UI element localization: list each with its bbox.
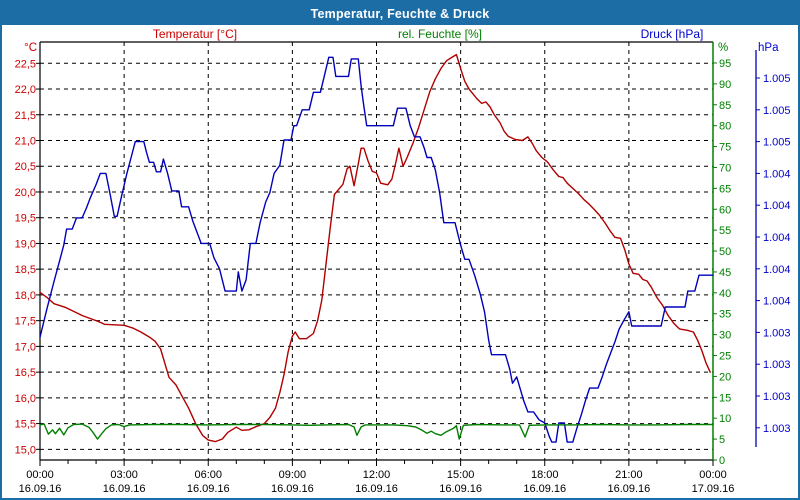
temp-tick-label: 20,5 [15,161,36,173]
temp-tick-label: 19,5 [15,213,36,225]
time-label: 00:00 [699,469,727,481]
temperature-line [39,53,711,443]
pressure-axis-unit: hPa [758,42,779,54]
humidity-tick-label: 10 [719,413,731,425]
pressure-tick-label: 1.005 [763,105,791,117]
temp-tick-label: 18,0 [15,290,36,302]
humidity-tick-label: 80 [719,121,731,133]
time-label: 06:00 [194,469,222,481]
date-label: 16.09.16 [103,483,146,495]
pressure-tick-label: 1.005 [763,73,791,85]
pressure-tick-label: 1.004 [763,200,791,212]
humidity-tick-label: 95 [719,58,731,70]
pressure-tick-label: 1.003 [763,359,791,371]
temp-tick-label: 16,5 [15,367,36,379]
pressure-tick-label: 1.003 [763,423,791,435]
humidity-line [39,423,714,440]
date-label: 16.09.16 [523,483,566,495]
pressure-tick-label: 1.003 [763,327,791,339]
time-label: 21:00 [615,469,643,481]
temp-tick-label: 17,5 [15,316,36,328]
humidity-tick-label: 90 [719,79,731,91]
temp-tick-label: 22,5 [15,58,36,70]
temperature-legend-label: Temperatur [°C] [153,27,237,41]
humidity-tick-label: 15 [719,392,731,404]
temp-tick-label: 18,5 [15,264,36,276]
temp-tick-label: 22,0 [15,84,36,96]
time-label: 00:00 [26,469,54,481]
humidity-tick-label: 45 [719,267,731,279]
humidity-tick-label: 0 [719,455,725,467]
humidity-tick-label: 85 [719,100,731,112]
chart-title: Temperatur, Feuchte & Druck [310,6,490,21]
pressure-tick-label: 1.004 [763,232,791,244]
date-label: 17.09.16 [692,483,735,495]
date-label: 16.09.16 [187,483,230,495]
humidity-legend-label: rel. Feuchte [%] [398,27,482,41]
temp-tick-label: 21,5 [15,110,36,122]
humidity-tick-label: 60 [719,204,731,216]
temp-tick-label: 16,0 [15,393,36,405]
humidity-tick-label: 70 [719,162,731,174]
pressure-tick-label: 1.004 [763,168,791,180]
temp-tick-label: 20,0 [15,187,36,199]
date-label: 16.09.16 [355,483,398,495]
time-label: 15:00 [447,469,475,481]
temp-tick-label: 21,0 [15,136,36,148]
humidity-tick-label: 5 [719,434,725,446]
temp-tick-label: 15,5 [15,419,36,431]
pressure-tick-label: 1.005 [763,137,791,149]
date-label: 16.09.16 [439,483,482,495]
date-label: 16.09.16 [271,483,314,495]
pressure-tick-label: 1.004 [763,296,791,308]
humidity-tick-label: 50 [719,246,731,258]
pressure-tick-label: 1.003 [763,391,791,403]
humidity-tick-label: 55 [719,225,731,237]
pressure-legend-label: Druck [hPa] [641,27,704,41]
time-label: 12:00 [363,469,391,481]
time-label: 03:00 [110,469,138,481]
time-label: 18:00 [531,469,559,481]
pressure-line [39,56,714,443]
humidity-tick-label: 20 [719,371,731,383]
title-bar: Temperatur, Feuchte & Druck [2,2,798,25]
time-label: 09:00 [279,469,307,481]
humidity-tick-label: 30 [719,330,731,342]
humidity-tick-label: 25 [719,351,731,363]
date-label: 16.09.16 [19,483,62,495]
humidity-axis-unit: % [718,42,728,54]
temp-tick-label: 17,0 [15,341,36,353]
date-label: 16.09.16 [607,483,650,495]
temp-tick-label: 19,0 [15,238,36,250]
temp-axis-unit: °C [24,42,37,54]
temp-tick-label: 15,0 [15,444,36,456]
humidity-tick-label: 65 [719,183,731,195]
pressure-tick-label: 1.004 [763,264,791,276]
humidity-tick-label: 35 [719,309,731,321]
humidity-tick-label: 40 [719,288,731,300]
humidity-tick-label: 75 [719,142,731,154]
